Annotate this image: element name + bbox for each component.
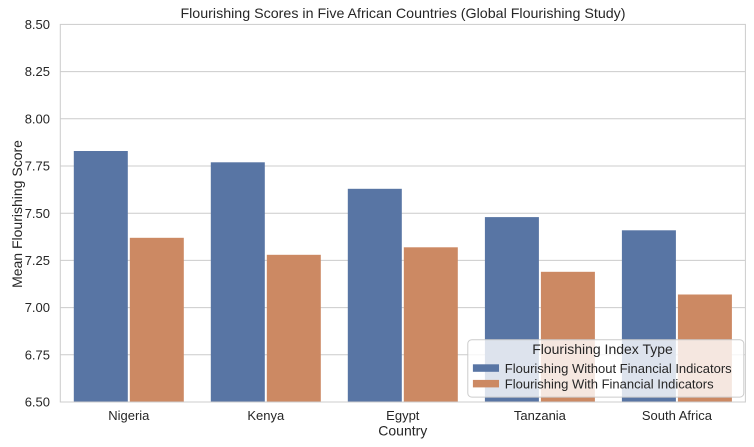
svg-text:7.75: 7.75 (25, 159, 50, 174)
svg-text:6.50: 6.50 (25, 395, 50, 410)
svg-text:South Africa: South Africa (642, 408, 713, 423)
svg-text:Country: Country (378, 423, 427, 439)
svg-text:Nigeria: Nigeria (108, 408, 150, 423)
svg-text:Tanzania: Tanzania (514, 408, 567, 423)
svg-text:Flourishing With Financial Ind: Flourishing With Financial Indicators (505, 376, 714, 391)
svg-text:Egypt: Egypt (386, 408, 420, 423)
svg-text:Flourishing Scores in Five Afr: Flourishing Scores in Five African Count… (180, 6, 625, 22)
svg-text:8.00: 8.00 (25, 111, 50, 126)
svg-text:Flourishing Index Type: Flourishing Index Type (532, 341, 673, 357)
svg-text:7.00: 7.00 (25, 300, 50, 315)
svg-text:Kenya: Kenya (247, 408, 285, 423)
svg-text:8.25: 8.25 (25, 64, 50, 79)
svg-text:8.50: 8.50 (25, 17, 50, 32)
svg-text:Mean Flourishing Score: Mean Flourishing Score (9, 140, 25, 288)
svg-text:7.50: 7.50 (25, 206, 50, 221)
svg-text:6.75: 6.75 (25, 347, 50, 362)
svg-text:Flourishing Without Financial: Flourishing Without Financial Indicators (505, 361, 732, 376)
svg-text:7.25: 7.25 (25, 253, 50, 268)
